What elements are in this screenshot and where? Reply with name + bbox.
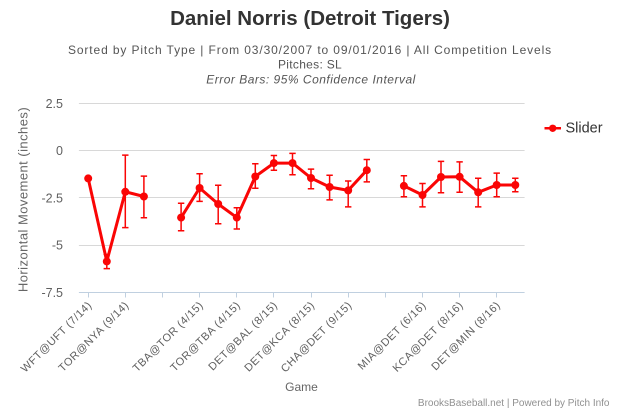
svg-text:Game: Game [285, 380, 318, 394]
svg-text:2.5: 2.5 [46, 97, 63, 111]
svg-text:Sorted by Pitch Type | From 03: Sorted by Pitch Type | From 03/30/2007 t… [68, 43, 552, 57]
svg-text:-7.5: -7.5 [41, 286, 63, 300]
svg-text:Slider: Slider [566, 121, 603, 137]
svg-text:Daniel Norris (Detroit Tigers): Daniel Norris (Detroit Tigers) [170, 7, 450, 30]
svg-text:BrooksBaseball.net | Powered b: BrooksBaseball.net | Powered by Pitch In… [418, 398, 610, 409]
svg-text:0: 0 [56, 144, 63, 158]
svg-text:Error Bars: 95% Confidence Int: Error Bars: 95% Confidence Interval [206, 73, 416, 87]
svg-text:-2.5: -2.5 [41, 191, 63, 205]
svg-text:-5: -5 [52, 239, 63, 253]
svg-text:Pitches: SL: Pitches: SL [278, 58, 342, 72]
svg-text:Horizontal Movement (inches): Horizontal Movement (inches) [16, 107, 31, 292]
